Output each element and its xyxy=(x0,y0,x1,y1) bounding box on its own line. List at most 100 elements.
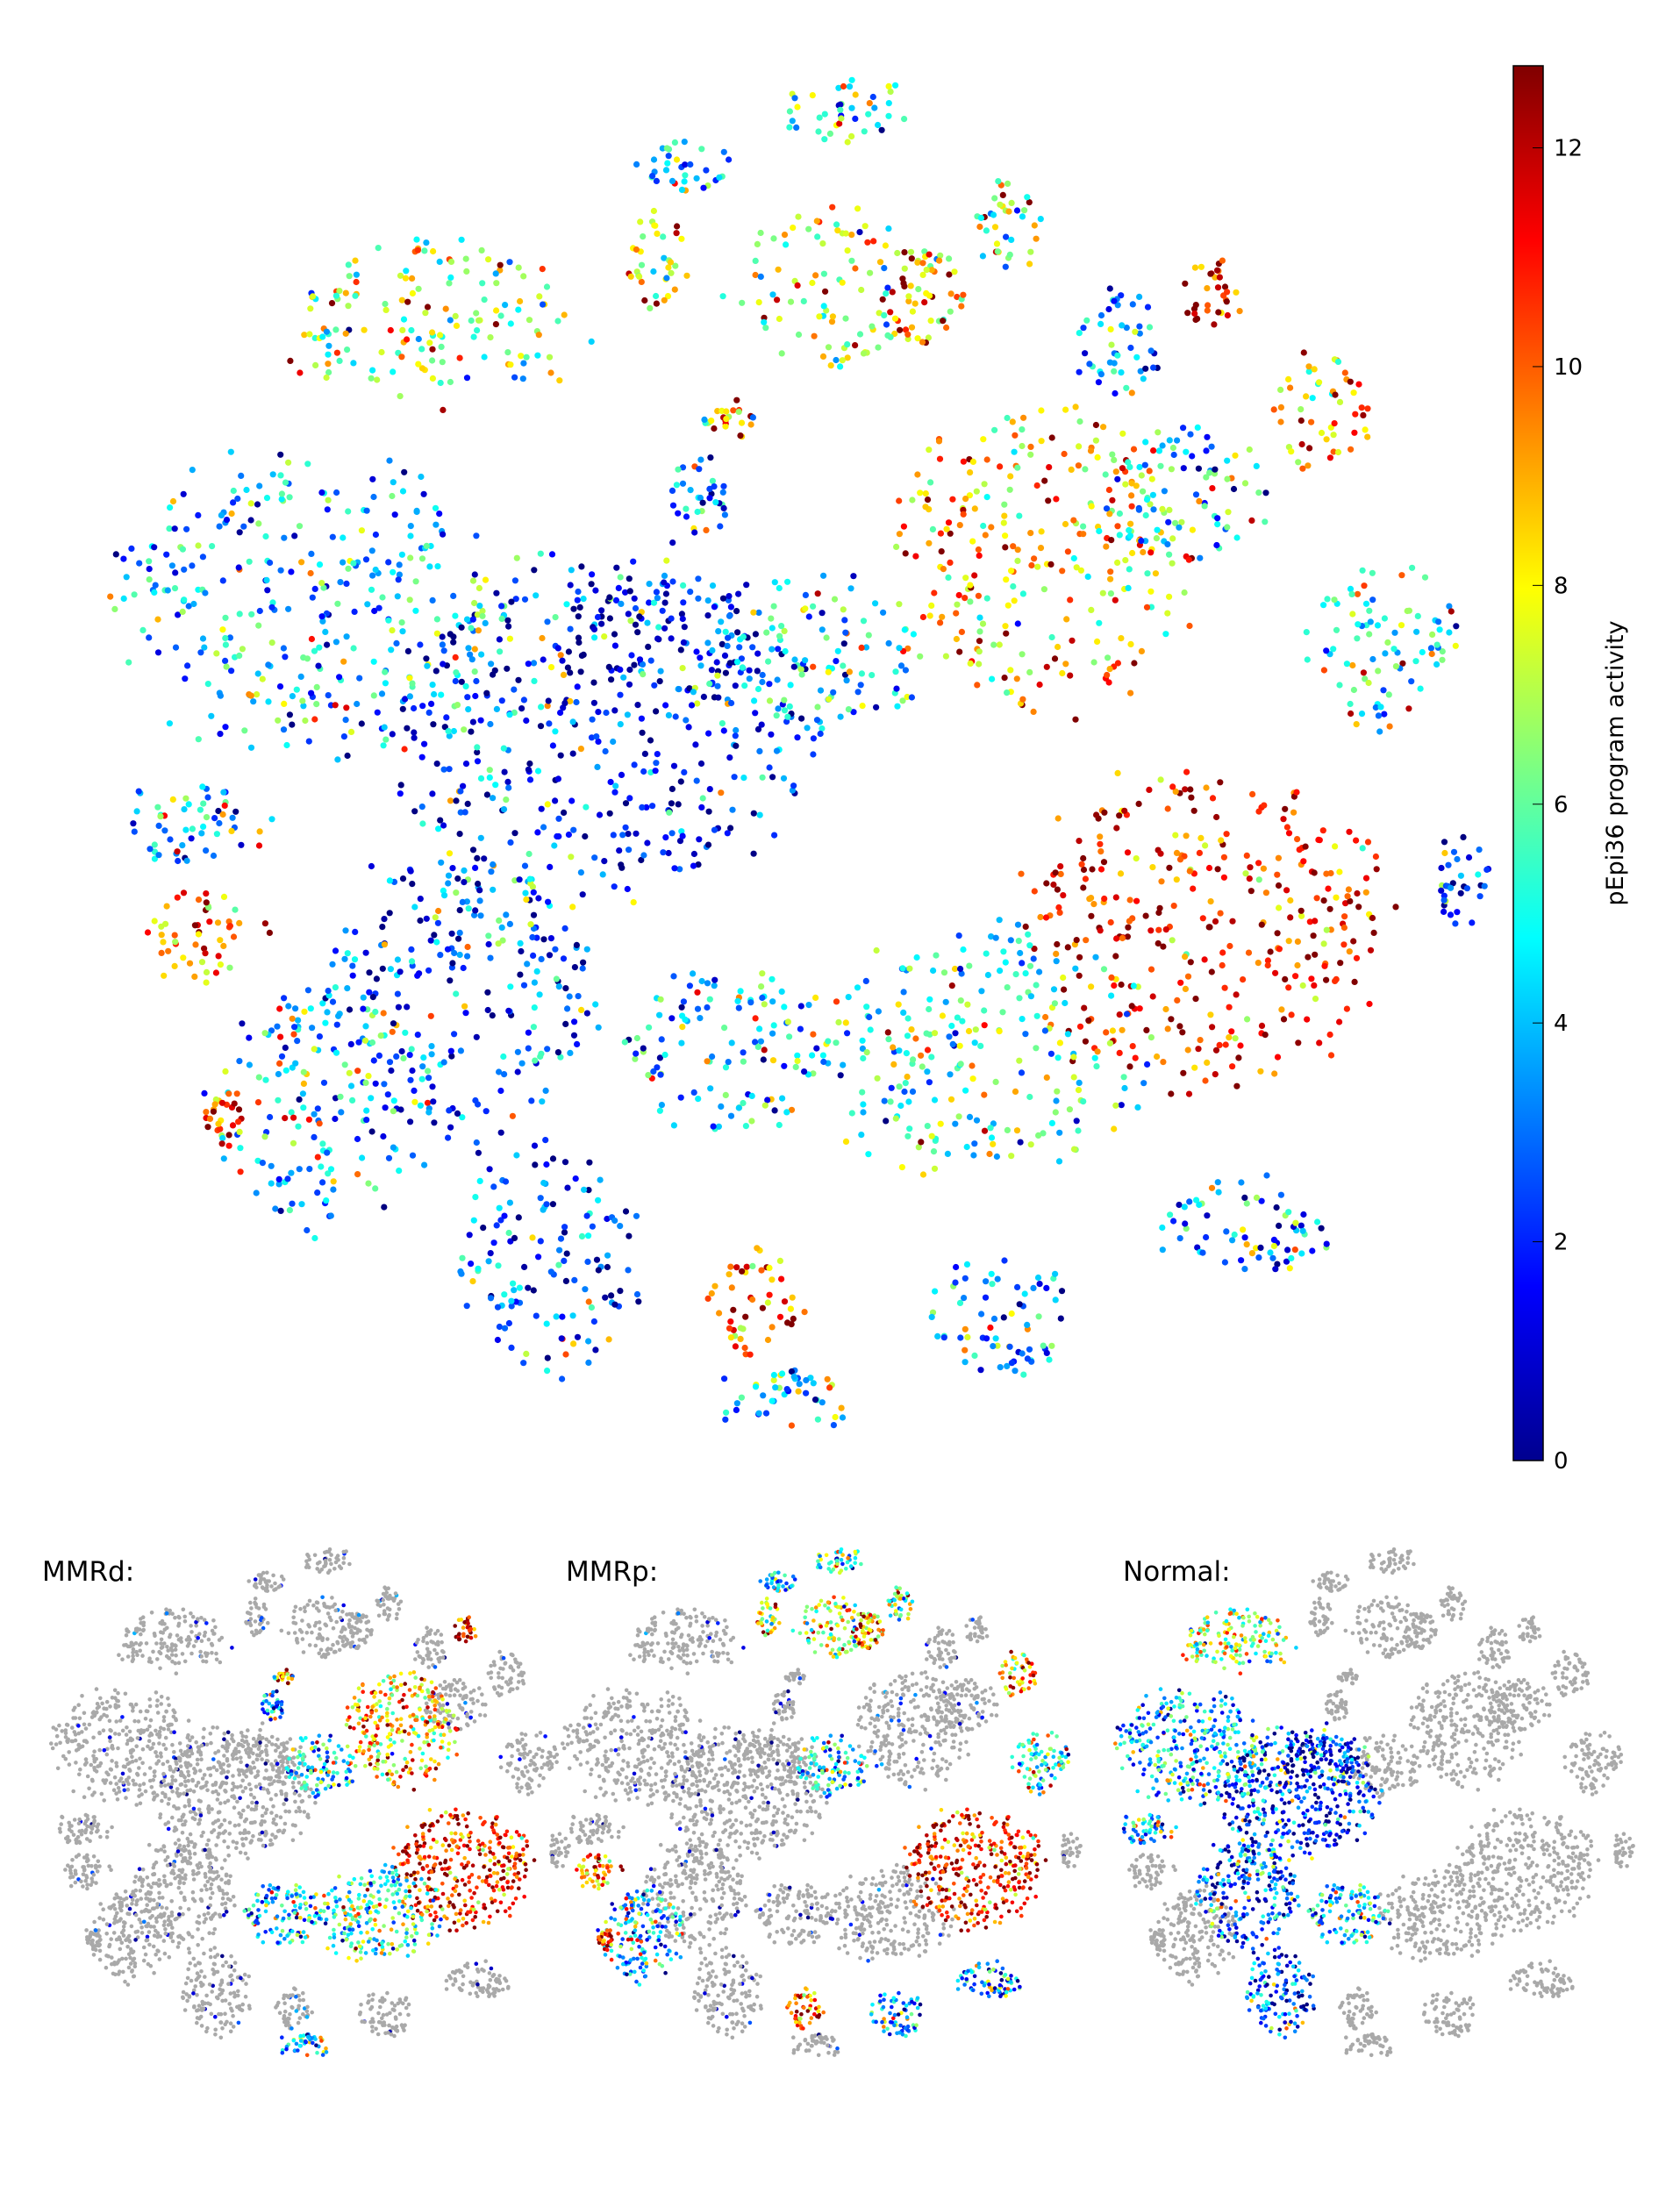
data-point xyxy=(476,887,483,894)
data-point xyxy=(884,284,891,291)
data-point xyxy=(754,725,762,733)
data-point xyxy=(386,457,393,464)
data-point xyxy=(565,648,573,655)
data-point xyxy=(1303,629,1310,636)
data-point xyxy=(125,1628,130,1633)
data-point xyxy=(346,273,353,280)
data-point xyxy=(154,1728,158,1733)
data-point xyxy=(1274,871,1281,878)
data-point xyxy=(447,317,454,324)
data-point xyxy=(670,762,678,769)
data-point xyxy=(451,1031,458,1038)
data-point xyxy=(958,303,965,310)
data-point xyxy=(346,1069,353,1076)
data-point xyxy=(147,1697,152,1702)
data-point xyxy=(430,1098,437,1105)
data-point xyxy=(1001,501,1008,508)
data-point xyxy=(407,1118,414,1125)
data-point xyxy=(116,1690,120,1696)
data-point xyxy=(1107,325,1114,332)
data-point xyxy=(1056,1039,1063,1046)
data-point xyxy=(791,95,798,102)
data-point xyxy=(677,778,684,785)
data-point xyxy=(182,1804,188,1809)
data-point xyxy=(433,1647,437,1653)
data-point xyxy=(1020,1371,1027,1378)
data-point xyxy=(414,246,421,254)
data-point xyxy=(960,946,967,954)
data-point xyxy=(904,645,911,652)
data-point xyxy=(1114,352,1121,359)
data-point xyxy=(109,1728,113,1733)
data-point xyxy=(479,607,486,615)
data-point xyxy=(769,1057,777,1064)
data-point xyxy=(429,357,436,364)
data-point xyxy=(896,531,903,538)
data-point xyxy=(274,1813,279,1818)
data-point xyxy=(852,342,859,349)
data-point xyxy=(406,596,413,604)
data-point xyxy=(809,92,816,99)
data-point xyxy=(239,1755,243,1761)
data-point xyxy=(1131,660,1138,667)
data-point xyxy=(266,1790,271,1795)
data-point xyxy=(610,832,617,839)
data-point xyxy=(595,738,602,746)
data-point xyxy=(432,914,439,921)
data-point xyxy=(861,223,869,230)
data-point xyxy=(902,550,909,557)
data-point xyxy=(131,1705,135,1710)
data-point xyxy=(415,1650,420,1654)
data-point xyxy=(1140,548,1147,556)
data-point xyxy=(1040,1342,1047,1349)
data-point xyxy=(137,1642,142,1647)
data-point xyxy=(218,1099,225,1106)
data-point xyxy=(189,1748,194,1754)
data-point xyxy=(396,571,403,578)
data-point xyxy=(926,446,933,454)
data-point xyxy=(742,1313,749,1320)
data-point xyxy=(402,696,409,703)
data-point xyxy=(1097,848,1105,855)
data-point xyxy=(196,1749,201,1754)
data-point xyxy=(1228,1028,1235,1035)
data-point xyxy=(931,589,938,596)
data-point xyxy=(503,796,510,804)
data-point xyxy=(562,985,569,992)
data-point xyxy=(909,308,916,315)
data-point xyxy=(185,801,192,808)
data-point xyxy=(50,1746,55,1751)
data-point xyxy=(1021,207,1028,214)
data-point xyxy=(161,1715,167,1719)
data-point xyxy=(605,663,612,671)
data-point xyxy=(1347,585,1355,593)
data-point xyxy=(468,728,475,735)
data-point xyxy=(369,367,376,374)
data-point xyxy=(750,850,757,857)
data-point xyxy=(312,361,319,368)
data-point xyxy=(1136,330,1143,337)
data-point xyxy=(307,1005,314,1012)
data-point xyxy=(139,1632,143,1637)
data-point xyxy=(441,892,448,899)
data-point xyxy=(1433,641,1441,648)
data-point xyxy=(58,1740,62,1746)
data-point xyxy=(493,705,501,713)
data-point xyxy=(928,1313,935,1320)
data-point xyxy=(495,1690,500,1696)
data-point xyxy=(370,658,377,665)
data-point xyxy=(125,659,132,666)
data-point xyxy=(313,1800,318,1805)
data-point xyxy=(202,1726,206,1732)
data-point xyxy=(1361,582,1368,589)
data-point xyxy=(474,327,481,334)
data-point xyxy=(204,1783,208,1788)
data-point xyxy=(1312,951,1319,958)
data-point xyxy=(833,221,840,228)
data-point xyxy=(810,1380,817,1387)
data-point xyxy=(679,464,687,471)
data-point xyxy=(805,613,812,620)
data-point xyxy=(1054,886,1061,893)
data-point xyxy=(1004,984,1011,991)
data-point xyxy=(1168,1016,1175,1023)
